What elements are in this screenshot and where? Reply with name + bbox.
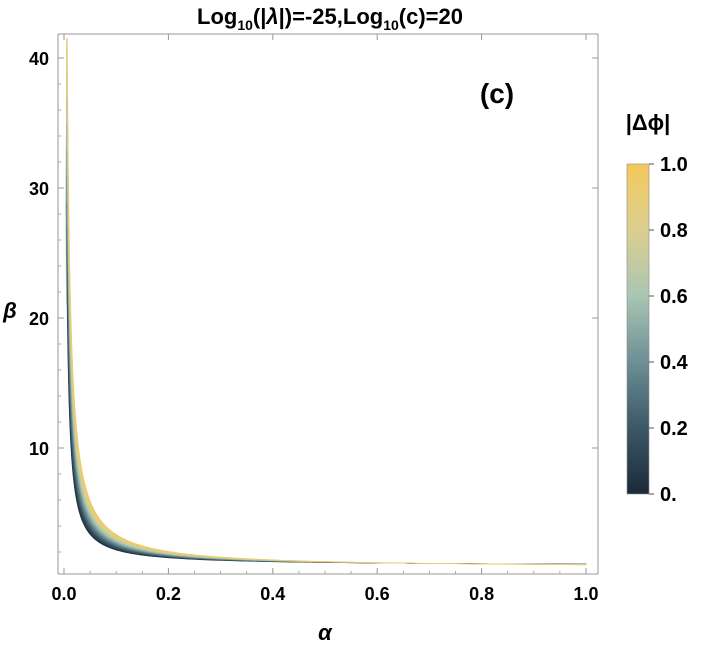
- y-tick-label: 40: [29, 49, 49, 69]
- colorbar-tick-label: 0.4: [660, 352, 689, 374]
- panel-label: (c): [480, 78, 514, 109]
- title-sub-2: 10: [383, 17, 399, 33]
- y-axis-label: β: [2, 298, 17, 323]
- region-spike: [65, 123, 68, 305]
- title-part-3: (c)=20: [399, 4, 463, 29]
- colorbar-tick-label: 0.8: [660, 220, 688, 242]
- y-tick-label: 20: [29, 309, 49, 329]
- plot-frame: [57, 33, 599, 575]
- x-tick-label: 0.0: [51, 584, 76, 604]
- title-part-1: (|: [253, 4, 266, 29]
- x-tick-label: 0.6: [365, 584, 390, 604]
- region-band: [66, 38, 587, 566]
- title-sub-1: 10: [237, 17, 253, 33]
- colorbar-tick-label: 0.6: [660, 286, 688, 308]
- colorbar-label: |Δϕ|: [626, 110, 671, 135]
- chart-title: Log10(|λ|)=-25,Log10(c)=20: [197, 4, 463, 33]
- x-tick-label: 1.0: [573, 584, 598, 604]
- colorbar-tick-label: 1.0: [660, 154, 688, 176]
- y-tick-label: 10: [29, 439, 49, 459]
- x-tick-label: 0.8: [469, 584, 494, 604]
- colorbar-ticks: 0. 0.2 0.4 0.6 0.8 1.0: [649, 154, 689, 506]
- x-tick-label: 0.2: [156, 584, 181, 604]
- data-region: [65, 38, 587, 566]
- title-lambda: λ: [265, 4, 278, 29]
- colorbar-gradient: [626, 163, 650, 495]
- x-tick-label: 0.4: [260, 584, 285, 604]
- title-part-2: |)=-25,Log: [279, 4, 384, 29]
- y-tick-label: 30: [29, 179, 49, 199]
- x-axis-label: α: [318, 620, 333, 645]
- axis-ticks: 0.0 0.2 0.4 0.6 0.8 1.0 10 20 30 40: [29, 34, 599, 604]
- colorbar-tick-label: 0.2: [660, 418, 688, 440]
- title-log-1: Log: [197, 4, 237, 29]
- colorbar-tick-label: 0.: [660, 484, 677, 506]
